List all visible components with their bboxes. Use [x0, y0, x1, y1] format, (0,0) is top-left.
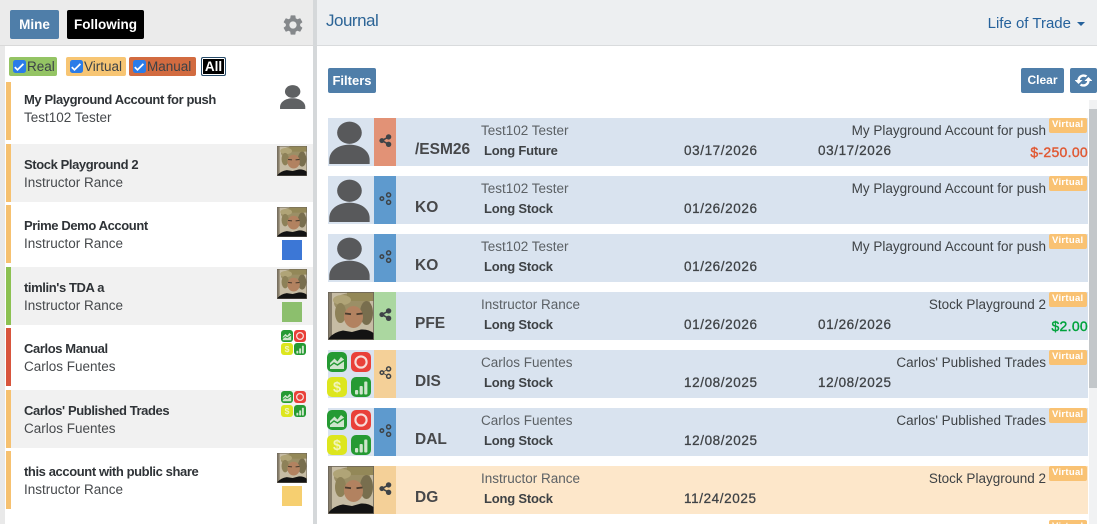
svg-text:$: $ [284, 406, 289, 416]
svg-text:$: $ [284, 344, 289, 354]
svg-text:$: $ [333, 380, 341, 396]
svg-text:$: $ [333, 438, 341, 454]
